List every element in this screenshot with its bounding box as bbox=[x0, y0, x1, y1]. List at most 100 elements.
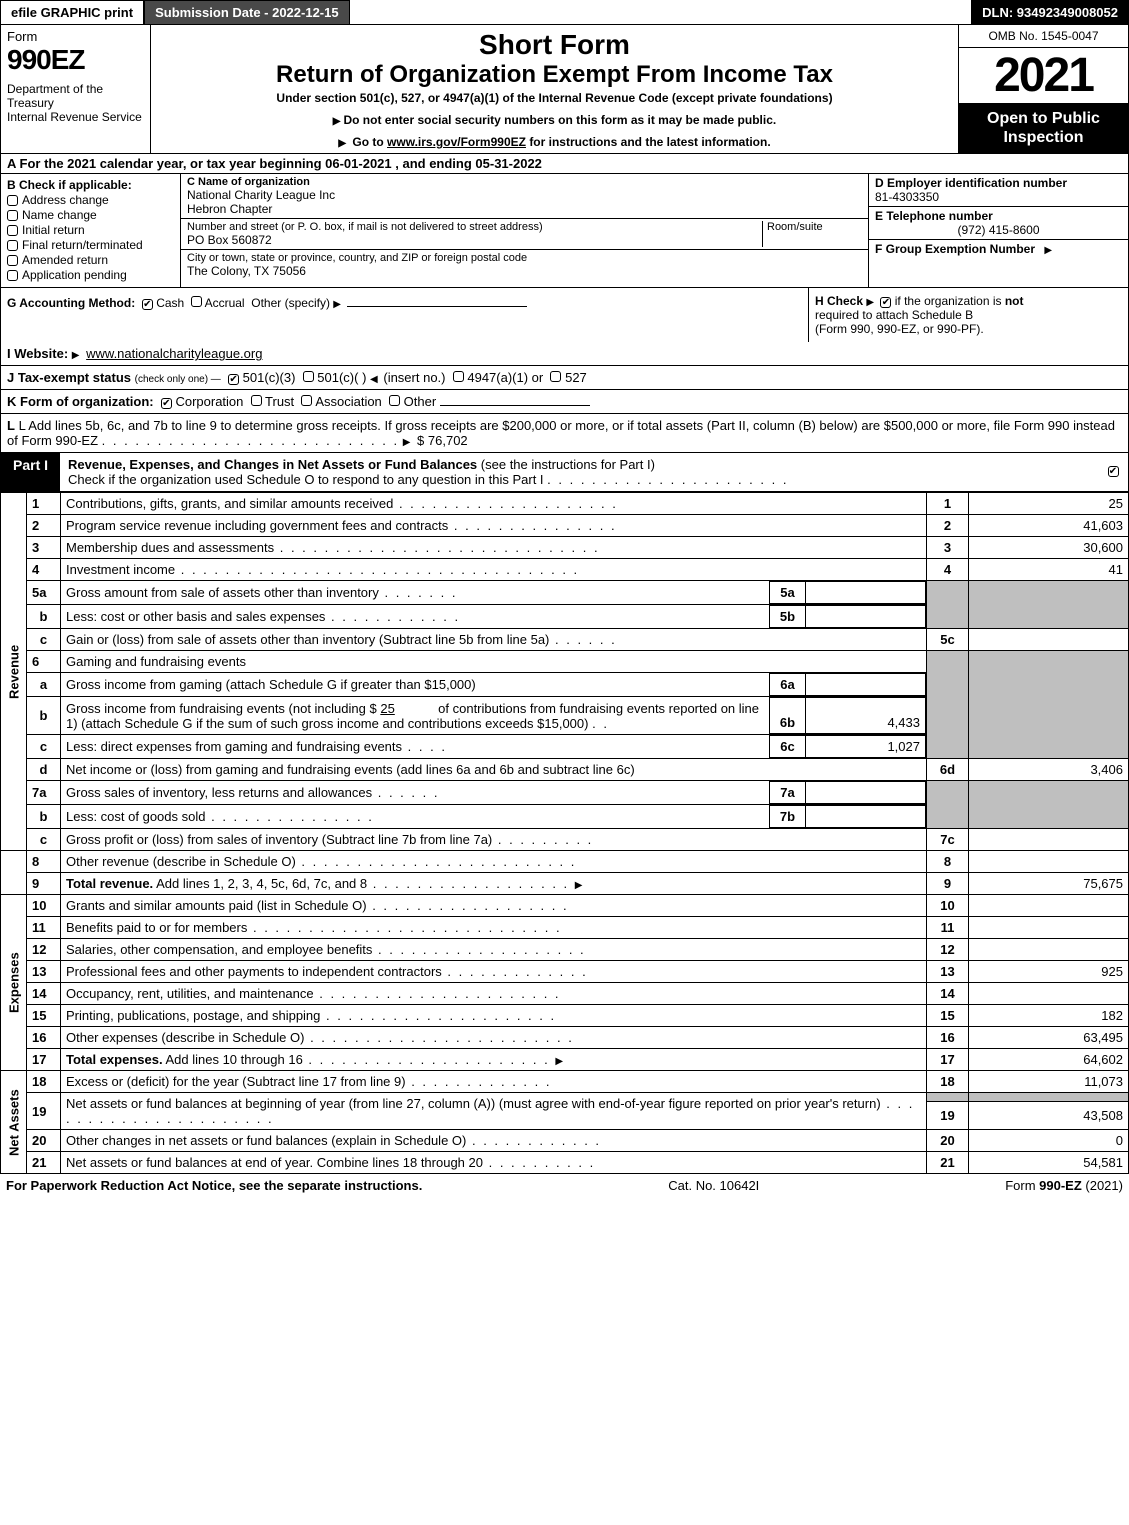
line-19-text: Net assets or fund balances at beginning… bbox=[61, 1093, 927, 1130]
under-section: Under section 501(c), 527, or 4947(a)(1)… bbox=[157, 91, 952, 105]
city: The Colony, TX 75056 bbox=[187, 264, 862, 278]
line-6a: Gross income from gaming (attach Schedul… bbox=[61, 673, 927, 697]
tax-year: 2021 bbox=[959, 48, 1128, 103]
line-18-text: Excess or (deficit) for the year (Subtra… bbox=[61, 1071, 927, 1093]
opt-name-change[interactable]: Name change bbox=[7, 208, 174, 222]
chk-4947[interactable] bbox=[453, 371, 464, 382]
chk-501c3[interactable] bbox=[228, 374, 239, 385]
row-a: A For the 2021 calendar year, or tax yea… bbox=[0, 154, 1129, 174]
omb: OMB No. 1545-0047 bbox=[959, 25, 1128, 48]
opt-application-pending[interactable]: Application pending bbox=[7, 268, 174, 282]
org-name-1: National Charity League Inc bbox=[187, 188, 862, 202]
section-def: D Employer identification number 81-4303… bbox=[868, 174, 1128, 287]
line-16-text: Other expenses (describe in Schedule O) … bbox=[61, 1027, 927, 1049]
line-4-amount: 41 bbox=[969, 559, 1129, 581]
line-13-amount: 925 bbox=[969, 961, 1129, 983]
line-18-amount: 11,073 bbox=[969, 1071, 1129, 1093]
line-11-amount bbox=[969, 917, 1129, 939]
line-8-amount bbox=[969, 851, 1129, 873]
line-15-amount: 182 bbox=[969, 1005, 1129, 1027]
e-label: E Telephone number bbox=[875, 209, 1122, 223]
row-l: L L Add lines 5b, 6c, and 7b to line 9 t… bbox=[0, 414, 1129, 453]
line-20-amount: 0 bbox=[969, 1130, 1129, 1152]
arrow-icon bbox=[555, 1052, 566, 1067]
line-2-amount: 41,603 bbox=[969, 515, 1129, 537]
chk-accrual[interactable] bbox=[191, 296, 202, 307]
line-7c-text: Gross profit or (loss) from sales of inv… bbox=[61, 829, 927, 851]
expenses-sidelabel: Expenses bbox=[1, 895, 27, 1071]
footer-left: For Paperwork Reduction Act Notice, see … bbox=[6, 1178, 422, 1193]
header: Form 990EZ Department of the Treasury In… bbox=[0, 25, 1129, 154]
line-7b: Less: cost of goods sold . . . . . . . .… bbox=[61, 805, 927, 829]
line-7c-amount bbox=[969, 829, 1129, 851]
irs-link[interactable]: www.irs.gov/Form990EZ bbox=[387, 135, 526, 149]
line-8-text: Other revenue (describe in Schedule O) .… bbox=[61, 851, 927, 873]
b-heading: B Check if applicable: bbox=[7, 178, 174, 192]
chk-association[interactable] bbox=[301, 395, 312, 406]
section-b: B Check if applicable: Address change Na… bbox=[1, 174, 181, 287]
efile-tag: efile GRAPHIC print bbox=[0, 0, 144, 25]
addr: PO Box 560872 bbox=[187, 233, 762, 247]
line-1-text: Contributions, gifts, grants, and simila… bbox=[61, 493, 927, 515]
row-g: G Accounting Method: Cash Accrual Other … bbox=[1, 288, 808, 342]
line-6d-amount: 3,406 bbox=[969, 759, 1129, 781]
left-arrow-icon bbox=[370, 370, 380, 385]
phone: (972) 415-8600 bbox=[875, 223, 1122, 237]
line-9-text: Total revenue. Add lines 1, 2, 3, 4, 5c,… bbox=[61, 873, 927, 895]
opt-amended-return[interactable]: Amended return bbox=[7, 253, 174, 267]
opt-address-change[interactable]: Address change bbox=[7, 193, 174, 207]
open-public: Open to Public Inspection bbox=[959, 103, 1128, 153]
line-17-text: Total expenses. Add lines 10 through 16 … bbox=[61, 1049, 927, 1071]
chk-h[interactable] bbox=[880, 297, 891, 308]
line-9-amount: 75,675 bbox=[969, 873, 1129, 895]
arrow-icon bbox=[1044, 242, 1055, 256]
line-13-text: Professional fees and other payments to … bbox=[61, 961, 927, 983]
opt-final-return[interactable]: Final return/terminated bbox=[7, 238, 174, 252]
block-bcdef: B Check if applicable: Address change Na… bbox=[0, 174, 1129, 287]
line-10-amount bbox=[969, 895, 1129, 917]
line-6d-text: Net income or (loss) from gaming and fun… bbox=[61, 759, 927, 781]
line-10-text: Grants and similar amounts paid (list in… bbox=[61, 895, 927, 917]
line-5c-text: Gain or (loss) from sale of assets other… bbox=[61, 629, 927, 651]
line-17-amount: 64,602 bbox=[969, 1049, 1129, 1071]
line-14-amount bbox=[969, 983, 1129, 1005]
chk-527[interactable] bbox=[550, 371, 561, 382]
line-1-amount: 25 bbox=[969, 493, 1129, 515]
arrow-icon bbox=[575, 876, 586, 891]
header-left: Form 990EZ Department of the Treasury In… bbox=[1, 25, 151, 153]
header-mid: Short Form Return of Organization Exempt… bbox=[151, 25, 958, 153]
line-3-amount: 30,600 bbox=[969, 537, 1129, 559]
line-11-text: Benefits paid to or for members . . . . … bbox=[61, 917, 927, 939]
lines-table: Revenue 1 Contributions, gifts, grants, … bbox=[0, 492, 1129, 1174]
chk-other[interactable] bbox=[389, 395, 400, 406]
line-6-text: Gaming and fundraising events bbox=[61, 651, 927, 673]
chk-corporation[interactable] bbox=[161, 398, 172, 409]
line-4-text: Investment income . . . . . . . . . . . … bbox=[61, 559, 927, 581]
return-title: Return of Organization Exempt From Incom… bbox=[157, 61, 952, 89]
part-i-checkbox[interactable] bbox=[1098, 453, 1128, 491]
chk-501c[interactable] bbox=[303, 371, 314, 382]
part-desc: Revenue, Expenses, and Changes in Net As… bbox=[60, 453, 1098, 491]
part-i-head: Part I Revenue, Expenses, and Changes in… bbox=[0, 453, 1129, 492]
revenue-sidelabel: Revenue bbox=[1, 493, 27, 851]
website-link[interactable]: www.nationalcharityleague.org bbox=[86, 346, 262, 361]
line-20-text: Other changes in net assets or fund bala… bbox=[61, 1130, 927, 1152]
room-suite-label: Room/suite bbox=[762, 221, 862, 247]
arrow-icon bbox=[866, 294, 877, 308]
line-6b: Gross income from fundraising events (no… bbox=[61, 697, 927, 735]
org-name-2: Hebron Chapter bbox=[187, 202, 862, 216]
form-number: 990EZ bbox=[7, 44, 144, 76]
row-k: K Form of organization: Corporation Trus… bbox=[0, 390, 1129, 414]
arrow-icon bbox=[403, 433, 414, 448]
chk-trust[interactable] bbox=[251, 395, 262, 406]
submission-date: Submission Date - 2022-12-15 bbox=[144, 0, 350, 25]
section-gh: G Accounting Method: Cash Accrual Other … bbox=[0, 287, 1129, 342]
row-i: I Website: www.nationalcharityleague.org bbox=[0, 342, 1129, 366]
line-12-text: Salaries, other compensation, and employ… bbox=[61, 939, 927, 961]
chk-cash[interactable] bbox=[142, 299, 153, 310]
gross-receipts: $ 76,702 bbox=[417, 433, 468, 448]
line-19-amount: 43,508 bbox=[969, 1102, 1129, 1130]
line-21-text: Net assets or fund balances at end of ye… bbox=[61, 1152, 927, 1174]
part-badge: Part I bbox=[1, 453, 60, 491]
opt-initial-return[interactable]: Initial return bbox=[7, 223, 174, 237]
